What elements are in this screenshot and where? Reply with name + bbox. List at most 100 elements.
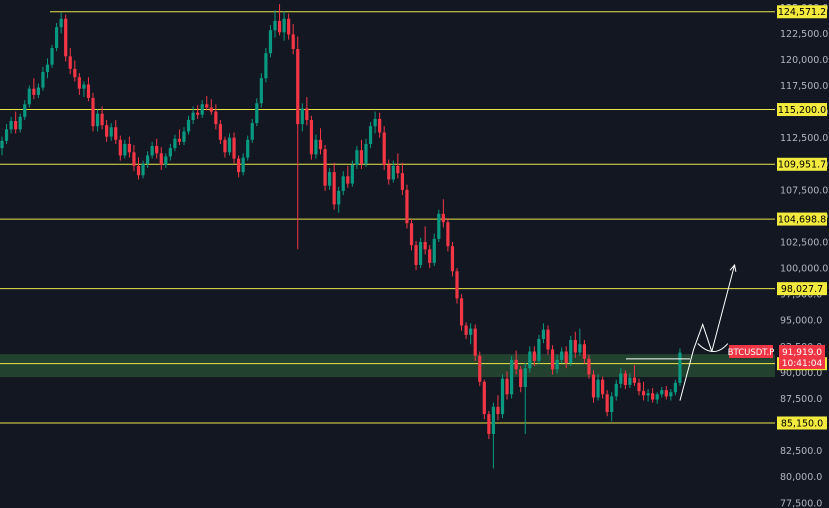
candle-body [432,238,436,263]
candle-body [446,222,450,247]
level-tag-label: 98,027.7 [781,284,823,295]
candle-body [77,77,81,89]
candle-body [177,138,182,142]
candle-body [9,121,13,130]
candle-body [209,107,213,112]
candle-body [264,53,268,79]
candle-body [473,328,477,356]
candle-body [309,119,313,155]
candle-body [405,189,409,224]
candle-body [314,139,318,155]
candle-body [623,373,627,385]
candle-body [277,20,282,33]
level-tag-bg [777,416,827,430]
level-tag: 109,951.7 [777,157,827,171]
axis-tick-label: 100,000.0 [780,264,828,275]
candle-body [387,164,391,180]
candle-body [268,30,273,54]
candle-body [400,173,404,190]
level-tag: 98,027.7 [777,282,827,296]
level-tag-bg [777,157,827,171]
candle-body [50,47,54,65]
level-tag-bg [777,5,827,19]
candle-body [651,393,655,400]
candle-body [100,113,104,126]
candle-body [164,156,168,165]
candle-body [173,138,177,149]
candle-body [396,165,400,174]
level-tag-label: 104,698.8 [778,214,826,225]
last-price-badge [779,345,825,369]
candle-body [673,382,677,393]
symbol-badge [729,345,773,358]
candle-body [628,377,632,385]
candle-body [469,328,473,335]
candle-body [459,298,464,326]
candle-body [114,127,118,140]
candle-body [378,118,382,133]
candle-body [300,108,304,125]
candle-body [64,18,68,57]
candle-body [282,18,286,33]
projection-arrow [711,264,736,352]
candle-body [655,394,659,400]
candle-body [564,351,568,364]
candle-body [373,118,377,127]
level-tag-label: 85,150.0 [781,418,823,429]
candle-body [610,396,614,413]
candle-body [391,165,395,180]
candle-body [318,139,323,150]
candle-body [291,34,295,50]
axis-tick-label: 97,500.0 [780,290,822,301]
axis-tick-label: 87,500.0 [780,394,822,405]
candle-body [437,213,441,239]
candle-body [132,152,136,166]
candle-body [328,172,332,186]
candle-body [68,56,72,69]
candle-body [350,164,354,184]
candle-body [464,325,468,335]
candle-body [664,390,668,397]
candle-body [669,392,673,397]
candlestick-series [0,4,682,469]
candle-body [141,163,145,176]
candle-body [323,149,327,186]
candle-body [341,176,345,191]
candle-body [601,379,605,395]
candle-body [414,245,418,265]
candle-body [641,391,646,396]
candle-body [450,246,455,272]
candle-body [32,88,36,95]
level-tag-label: 115,200.0 [778,105,826,116]
candle-body [18,116,22,130]
candle-body [619,373,623,384]
candle-body [45,64,50,72]
candle-body [237,158,241,173]
last-price-value: 91,919.0 [782,348,822,358]
candle-body [205,104,209,108]
candle-body [91,98,95,127]
candle-body [541,329,546,340]
axis-tick-label: 95,000.0 [780,316,822,327]
candle-body [73,68,77,78]
candle-body [246,139,250,158]
candle-body [496,406,500,415]
candle-body [27,88,31,105]
candle-body [409,223,414,246]
candle-body [428,249,432,263]
candle-body [150,146,154,156]
candle-body [59,18,63,28]
candle-body [550,349,555,370]
symbol-label: BTCUSDT.P [728,348,775,358]
candle-body [637,382,641,392]
candle-body [519,369,523,387]
candle-body [127,143,131,153]
candle-body [41,71,45,88]
candle-body [136,165,141,176]
candle-body [591,374,596,398]
candle-body [123,143,127,156]
candle-body [186,119,191,132]
candle-body [146,155,150,164]
axis-tick-label: 90,000.0 [780,368,822,379]
